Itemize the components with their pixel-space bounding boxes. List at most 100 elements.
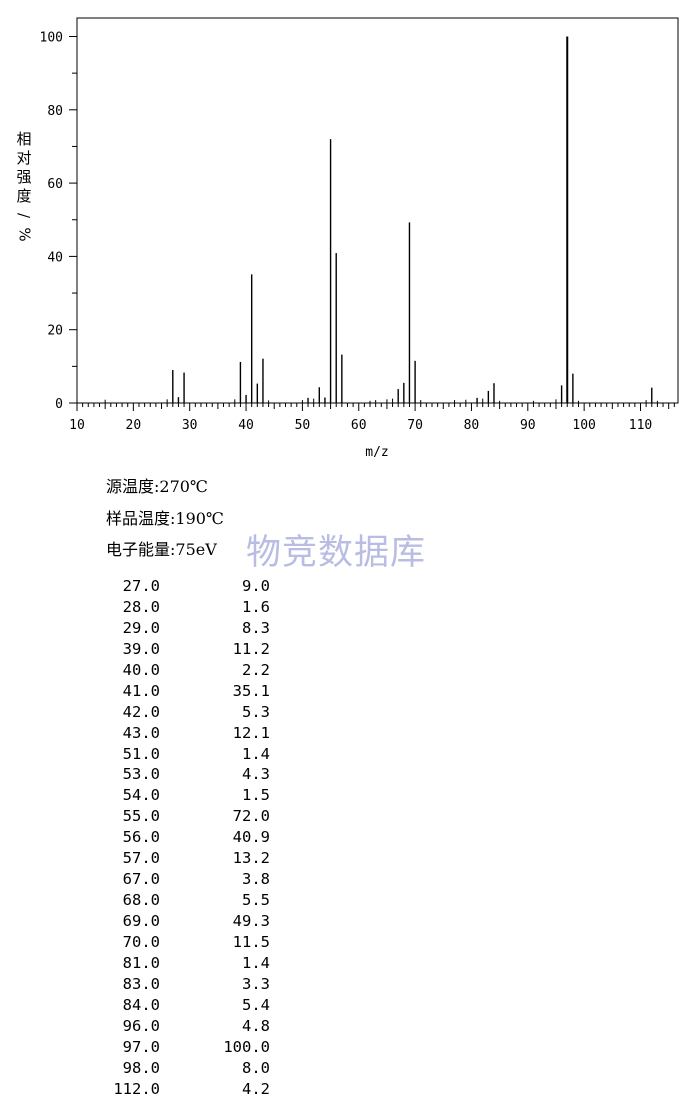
peak-abundance: 49.3 bbox=[160, 911, 270, 931]
peak-mz: 97.0 bbox=[106, 1037, 160, 1057]
peak-abundance: 9.0 bbox=[160, 576, 270, 596]
y-axis-label-char: 相 bbox=[12, 130, 36, 149]
y-axis-label: 相对强度 /% bbox=[12, 130, 36, 244]
parameter-line: 样品温度:190℃ bbox=[106, 508, 224, 540]
plot-frame bbox=[77, 18, 678, 403]
peak-mz: 54.0 bbox=[106, 785, 160, 805]
peak-abundance: 4.8 bbox=[160, 1016, 270, 1036]
peak-abundance: 5.5 bbox=[160, 890, 270, 910]
peak-mz: 28.0 bbox=[106, 597, 160, 617]
peak-mz: 39.0 bbox=[106, 639, 160, 659]
x-tick-label: 110 bbox=[629, 418, 652, 433]
y-axis-label-char: % bbox=[12, 225, 36, 244]
peak-abundance: 1.4 bbox=[160, 953, 270, 973]
y-axis-label-char: 度 bbox=[12, 187, 36, 206]
peak-abundance: 72.0 bbox=[160, 806, 270, 826]
peak-abundance: 13.2 bbox=[160, 848, 270, 868]
parameter-line: 电子能量:75eV bbox=[106, 539, 224, 571]
peak-abundance: 35.1 bbox=[160, 681, 270, 701]
peak-mz: 51.0 bbox=[106, 744, 160, 764]
peak-abundance: 100.0 bbox=[160, 1037, 270, 1057]
y-axis-label-char: 强 bbox=[12, 168, 36, 187]
peak-abundance: 5.4 bbox=[160, 995, 270, 1015]
peak-abundance: 8.3 bbox=[160, 618, 270, 638]
y-tick-label: 60 bbox=[47, 177, 63, 192]
y-axis-label-char: / bbox=[12, 206, 36, 225]
peak-mz: 56.0 bbox=[106, 827, 160, 847]
peak-mz: 112.0 bbox=[106, 1079, 160, 1099]
x-tick-label: 90 bbox=[520, 418, 536, 433]
peak-mz: 70.0 bbox=[106, 932, 160, 952]
x-tick-label: 60 bbox=[351, 418, 367, 433]
peak-mz: 53.0 bbox=[106, 764, 160, 784]
x-tick-label: 30 bbox=[182, 418, 198, 433]
peak-mz: 81.0 bbox=[106, 953, 160, 973]
y-tick-label: 100 bbox=[40, 31, 63, 46]
x-tick-label: 40 bbox=[238, 418, 254, 433]
peak-mz: 84.0 bbox=[106, 995, 160, 1015]
peak-abundance: 12.1 bbox=[160, 723, 270, 743]
x-tick-label: 100 bbox=[572, 418, 595, 433]
peak-mz: 98.0 bbox=[106, 1058, 160, 1078]
peak-mz: 83.0 bbox=[106, 974, 160, 994]
y-tick-label: 20 bbox=[47, 324, 63, 339]
y-axis-label-char: 对 bbox=[12, 149, 36, 168]
peak-abundance: 1.4 bbox=[160, 744, 270, 764]
peak-mz: 57.0 bbox=[106, 848, 160, 868]
peak-abundance: 11.5 bbox=[160, 932, 270, 952]
peak-abundance: 3.8 bbox=[160, 869, 270, 889]
watermark: 物竞数据库 bbox=[246, 524, 426, 575]
y-axis-label-rotated-char: / bbox=[15, 213, 34, 218]
parameter-line: 源温度:270℃ bbox=[106, 476, 224, 508]
y-tick-label: 0 bbox=[55, 397, 63, 412]
peak-abundance: 4.2 bbox=[160, 1079, 270, 1099]
peak-mz: 41.0 bbox=[106, 681, 160, 701]
peak-mz: 68.0 bbox=[106, 890, 160, 910]
peak-mz: 27.0 bbox=[106, 576, 160, 596]
x-tick-label: 10 bbox=[69, 418, 85, 433]
peak-mz: 96.0 bbox=[106, 1016, 160, 1036]
peak-mz: 67.0 bbox=[106, 869, 160, 889]
peak-mz: 42.0 bbox=[106, 702, 160, 722]
peak-abundance: 11.2 bbox=[160, 639, 270, 659]
peak-abundance: 8.0 bbox=[160, 1058, 270, 1078]
x-tick-label: 20 bbox=[126, 418, 142, 433]
x-tick-label: 80 bbox=[464, 418, 480, 433]
y-axis-label-rotated-char: % bbox=[14, 227, 33, 241]
peak-mz: 43.0 bbox=[106, 723, 160, 743]
x-tick-label: 70 bbox=[407, 418, 423, 433]
x-axis-label: m/z bbox=[365, 445, 388, 460]
y-tick-label: 80 bbox=[47, 104, 63, 119]
peak-abundance: 1.5 bbox=[160, 785, 270, 805]
peak-abundance: 4.3 bbox=[160, 764, 270, 784]
peak-mz: 40.0 bbox=[106, 660, 160, 680]
x-tick-label: 50 bbox=[295, 418, 311, 433]
peak-abundance: 2.2 bbox=[160, 660, 270, 680]
